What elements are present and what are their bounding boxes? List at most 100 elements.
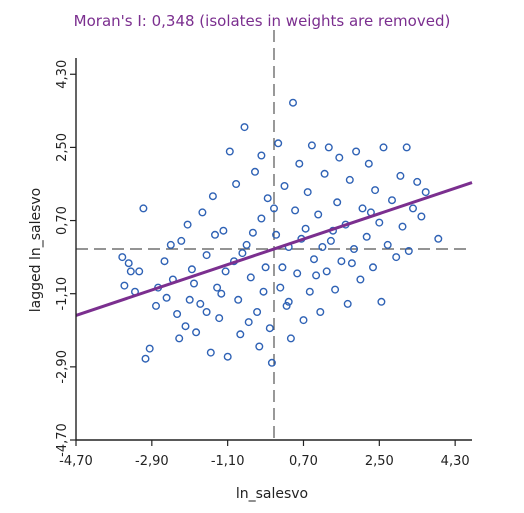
data-point <box>284 297 293 306</box>
data-point <box>120 281 129 290</box>
data-point <box>196 299 205 308</box>
data-point <box>272 230 281 239</box>
data-point <box>276 283 285 292</box>
data-point <box>192 328 201 337</box>
data-point <box>242 240 251 249</box>
data-point <box>240 123 249 132</box>
data-point <box>151 301 160 310</box>
data-point <box>375 218 384 227</box>
data-point <box>236 330 245 339</box>
x-tick-label: -2,90 <box>135 454 169 469</box>
data-point <box>173 310 182 319</box>
data-point <box>409 204 418 213</box>
x-tick-label: 2,50 <box>365 454 394 469</box>
data-point <box>183 220 192 229</box>
y-tick-label: 4,30 <box>55 60 70 89</box>
data-point <box>286 334 295 343</box>
data-point <box>320 169 329 178</box>
y-axis-label: lagged ln_salesvo <box>28 188 44 312</box>
y-tick-label: 2,50 <box>55 133 70 162</box>
data-point <box>362 232 371 241</box>
data-point <box>295 159 304 168</box>
data-point <box>210 230 219 239</box>
data-point <box>187 265 196 274</box>
data-point <box>255 342 264 351</box>
data-point <box>238 249 247 258</box>
data-point <box>215 314 224 323</box>
data-point <box>358 204 367 213</box>
data-point <box>202 251 211 260</box>
x-axis-ticks: -4,70 -2,90 -1,10 0,70 2,50 4,30 <box>59 440 470 469</box>
y-tick-label: 0,70 <box>55 206 70 235</box>
x-tick-label: -4,70 <box>59 454 93 469</box>
data-point <box>369 263 378 272</box>
data-point <box>223 352 232 361</box>
data-point <box>217 289 226 298</box>
data-point <box>208 192 217 201</box>
data-point <box>259 287 268 296</box>
data-point <box>278 263 287 272</box>
data-point <box>126 267 135 276</box>
data-point <box>299 316 308 325</box>
data-point <box>383 240 392 249</box>
data-point <box>124 259 133 268</box>
data-point <box>253 308 262 317</box>
data-point <box>352 147 361 156</box>
data-point <box>404 246 413 255</box>
data-point <box>282 301 291 310</box>
data-point <box>265 324 274 333</box>
y-axis-ticks: -4,70 -2,90 -1,10 0,70 2,50 4,30 <box>55 60 76 457</box>
mean-reference-lines <box>76 30 472 440</box>
data-point <box>189 279 198 288</box>
data-point <box>141 354 150 363</box>
data-point <box>206 348 215 357</box>
x-tick-label: -1,10 <box>211 454 245 469</box>
data-point <box>345 175 354 184</box>
data-point <box>343 299 352 308</box>
x-axis-label: ln_salesvo <box>236 486 308 502</box>
data-point <box>326 236 335 245</box>
data-point <box>248 228 257 237</box>
data-point <box>219 226 228 235</box>
y-tick-label: -2,90 <box>55 350 70 384</box>
data-point <box>246 273 255 282</box>
data-point <box>234 295 243 304</box>
data-point <box>162 293 171 302</box>
data-point <box>257 214 266 223</box>
data-point <box>267 358 276 367</box>
data-point <box>396 171 405 180</box>
data-point <box>322 267 331 276</box>
axes <box>75 58 472 441</box>
data-point <box>392 253 401 262</box>
data-point <box>364 159 373 168</box>
data-point <box>398 222 407 231</box>
data-point <box>270 204 279 213</box>
data-point <box>202 308 211 317</box>
data-point <box>139 204 148 213</box>
data-point <box>388 196 397 205</box>
data-point <box>280 181 289 190</box>
y-tick-label: -4,70 <box>55 423 70 457</box>
data-point <box>402 143 411 152</box>
data-point <box>145 344 154 353</box>
data-point <box>307 141 316 150</box>
data-point <box>379 143 388 152</box>
data-point <box>331 285 340 294</box>
data-point <box>293 269 302 278</box>
data-point <box>301 224 310 233</box>
data-point <box>310 255 319 264</box>
data-point <box>316 308 325 317</box>
data-point <box>434 234 443 243</box>
data-point <box>160 257 169 266</box>
data-point <box>417 212 426 221</box>
data-point <box>244 318 253 327</box>
data-point <box>221 267 230 276</box>
data-point <box>303 188 312 197</box>
data-point <box>324 143 333 152</box>
data-point <box>413 177 422 186</box>
data-point <box>250 167 259 176</box>
data-point <box>274 139 283 148</box>
data-point <box>421 188 430 197</box>
data-point <box>181 322 190 331</box>
x-tick-label: 0,70 <box>289 454 318 469</box>
